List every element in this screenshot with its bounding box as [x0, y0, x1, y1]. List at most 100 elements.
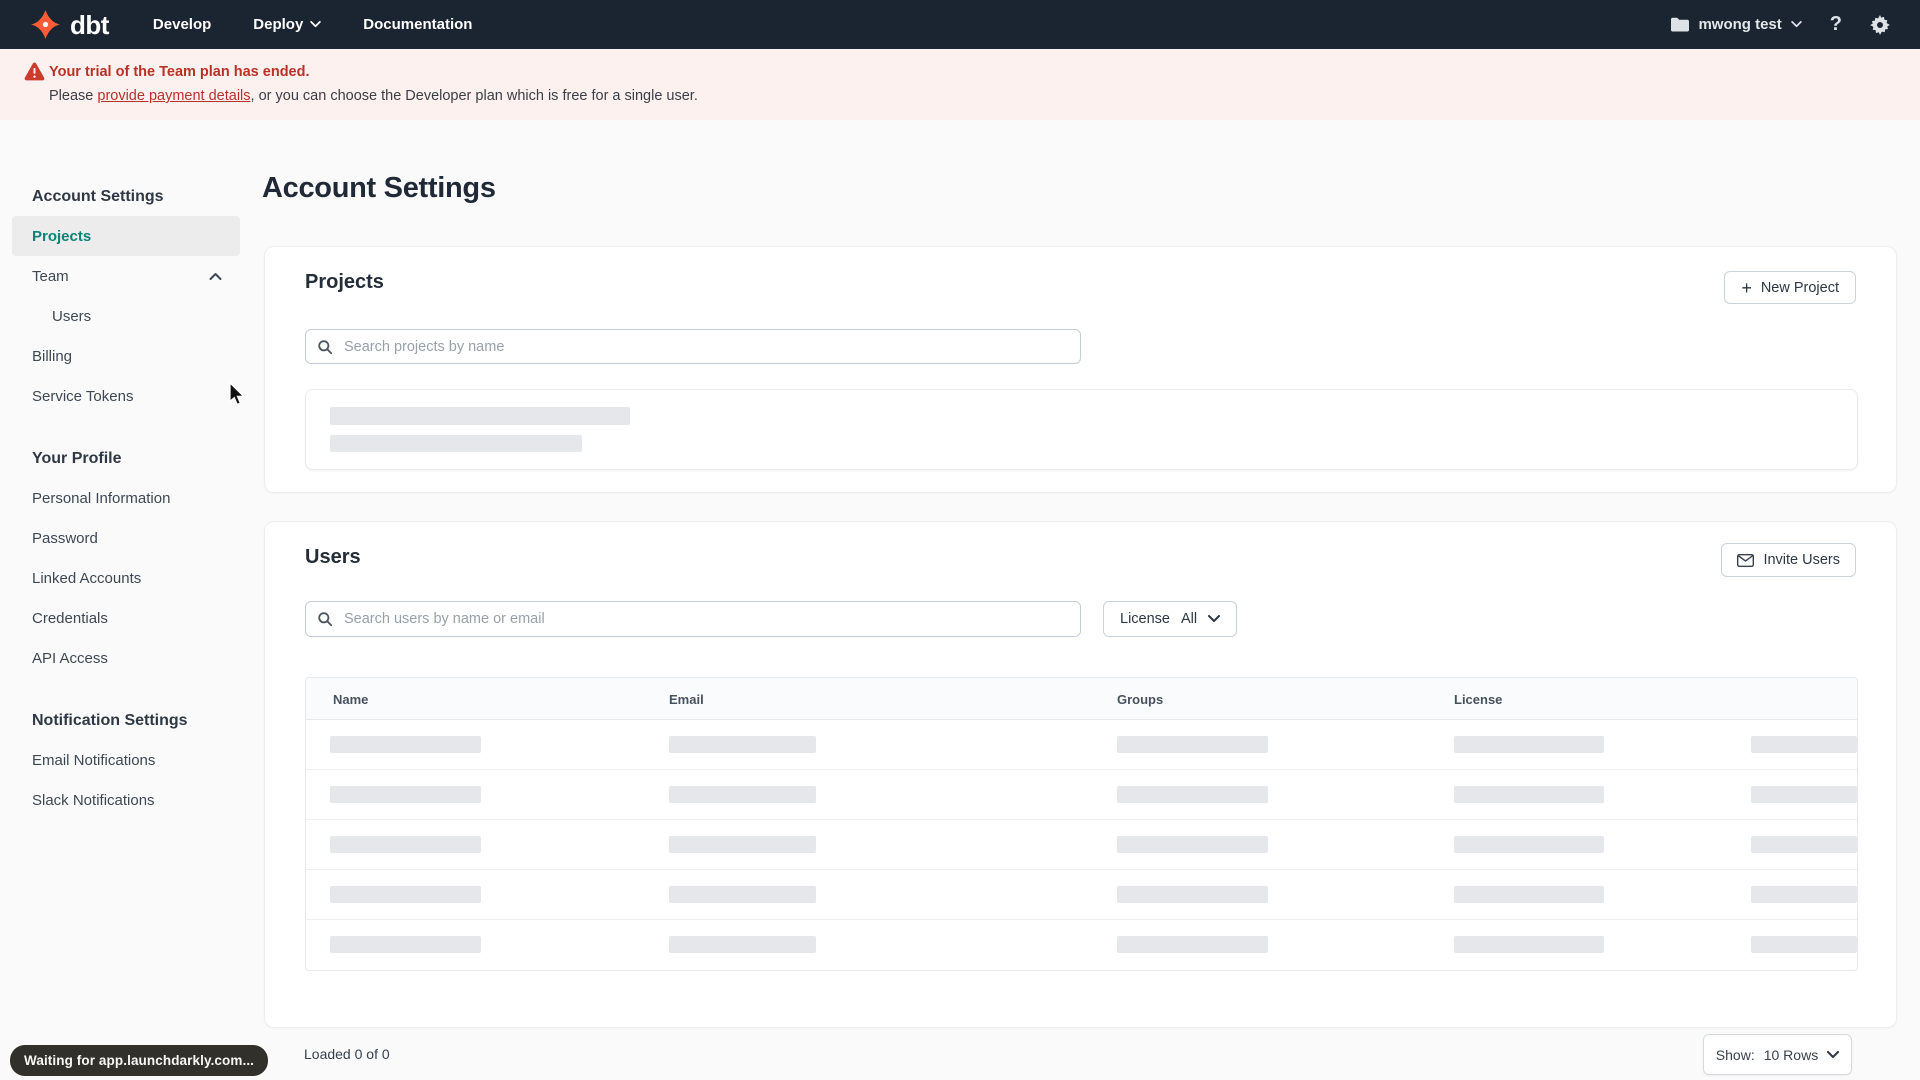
- skeleton-bar: [669, 786, 816, 803]
- column-header-name: Name: [333, 691, 369, 707]
- invite-users-button[interactable]: Invite Users: [1721, 543, 1856, 577]
- table-row-skeleton: [306, 920, 1857, 970]
- skeleton-bar: [1117, 886, 1268, 903]
- table-row-skeleton: [306, 720, 1857, 770]
- license-filter-dropdown[interactable]: License All: [1103, 601, 1238, 637]
- skeleton-bar: [330, 435, 582, 452]
- loaded-count: Loaded 0 of 0: [304, 1046, 390, 1062]
- folder-icon: [1671, 17, 1690, 32]
- skeleton-bar: [1454, 936, 1604, 953]
- projects-search-input[interactable]: [305, 329, 1081, 364]
- banner-body-prefix: Please: [49, 88, 98, 104]
- warning-triangle-icon: [24, 62, 45, 86]
- skeleton-bar: [330, 736, 481, 753]
- help-icon[interactable]: ?: [1829, 13, 1842, 35]
- sidebar-item-email-notifications[interactable]: Email Notifications: [12, 740, 240, 780]
- sidebar-item-billing[interactable]: Billing: [12, 336, 240, 376]
- sidebar-heading-notification-settings: Notification Settings: [32, 712, 188, 729]
- users-search: [305, 601, 1081, 637]
- skeleton-bar: [330, 836, 481, 853]
- account-switcher[interactable]: mwong test: [1671, 16, 1802, 33]
- sidebar-item-label: Credentials: [32, 609, 108, 627]
- search-icon: [317, 611, 333, 627]
- banner-title: Your trial of the Team plan has ended.: [49, 64, 310, 80]
- banner-body-suffix: , or you can choose the Developer plan w…: [250, 88, 698, 104]
- new-project-button[interactable]: + New Project: [1724, 271, 1856, 304]
- users-table: Name Email Groups License: [305, 677, 1858, 971]
- sidebar-item-label: Personal Information: [32, 489, 171, 507]
- sidebar-item-slack-notifications[interactable]: Slack Notifications: [12, 780, 240, 820]
- settings-sidebar: Account Settings Projects Team Users Bil…: [12, 178, 240, 820]
- page-title: Account Settings: [262, 172, 496, 204]
- trial-ended-banner: Your trial of the Team plan has ended. P…: [0, 49, 1920, 120]
- users-card: Users Invite Users License All Name Emai…: [264, 521, 1897, 1028]
- dbt-logo[interactable]: dbt: [30, 9, 109, 40]
- primary-nav: Develop Deploy Documentation: [153, 16, 473, 33]
- skeleton-bar: [669, 736, 816, 753]
- sidebar-item-users[interactable]: Users: [12, 296, 240, 336]
- new-project-label: New Project: [1760, 279, 1839, 296]
- sidebar-item-label: Password: [32, 529, 98, 547]
- sidebar-item-credentials[interactable]: Credentials: [12, 598, 240, 638]
- sidebar-item-label: Users: [52, 307, 92, 325]
- show-rows-value: 10 Rows: [1763, 1046, 1819, 1063]
- brand-name: dbt: [70, 9, 109, 40]
- sidebar-item-projects[interactable]: Projects: [12, 216, 240, 256]
- sidebar-item-label: Projects: [32, 227, 92, 245]
- sidebar-item-label: API Access: [32, 649, 108, 667]
- account-name: mwong test: [1698, 16, 1782, 33]
- nav-item-label: Deploy: [253, 16, 304, 33]
- skeleton-bar: [330, 786, 481, 803]
- users-heading: Users: [305, 546, 361, 568]
- skeleton-bar: [1117, 786, 1268, 803]
- sidebar-item-label: Service Tokens: [32, 387, 134, 405]
- license-filter-label: License: [1120, 611, 1170, 627]
- sidebar-item-team[interactable]: Team: [12, 256, 240, 296]
- nav-item-documentation[interactable]: Documentation: [363, 16, 472, 33]
- sidebar-item-label: Slack Notifications: [32, 791, 155, 809]
- nav-item-label: Develop: [152, 16, 212, 33]
- table-row-skeleton: [306, 770, 1857, 820]
- table-row-skeleton: [306, 870, 1857, 920]
- skeleton-bar: [1454, 786, 1604, 803]
- sidebar-heading-your-profile: Your Profile: [32, 450, 122, 467]
- sidebar-item-personal-information[interactable]: Personal Information: [12, 478, 240, 518]
- envelope-icon: [1737, 553, 1755, 567]
- nav-item-label: Documentation: [363, 16, 473, 33]
- sidebar-item-label: Team: [32, 267, 69, 285]
- top-nav: dbt Develop Deploy Documentation mwong t…: [0, 0, 1920, 49]
- provide-payment-details-link[interactable]: provide payment details: [97, 88, 251, 104]
- column-header-license: License: [1454, 691, 1503, 707]
- gear-icon[interactable]: [1870, 14, 1890, 35]
- skeleton-bar: [1454, 886, 1604, 903]
- skeleton-bar: [1751, 736, 1857, 753]
- projects-heading: Projects: [305, 271, 384, 293]
- users-search-input[interactable]: [305, 601, 1081, 637]
- skeleton-bar: [1117, 936, 1268, 953]
- banner-body: Please provide payment details, or you c…: [49, 87, 1920, 106]
- chevron-down-icon: [1827, 1050, 1840, 1058]
- show-rows-label: Show:: [1715, 1046, 1755, 1063]
- skeleton-bar: [1751, 786, 1857, 803]
- sidebar-item-label: Billing: [32, 347, 73, 365]
- skeleton-bar: [669, 886, 816, 903]
- show-rows-dropdown[interactable]: Show: 10 Rows: [1703, 1034, 1852, 1075]
- nav-item-develop[interactable]: Develop: [153, 16, 211, 33]
- sidebar-item-api-access[interactable]: API Access: [12, 638, 240, 678]
- sidebar-item-service-tokens[interactable]: Service Tokens: [12, 376, 240, 416]
- nav-item-deploy[interactable]: Deploy: [253, 16, 322, 33]
- sidebar-item-label: Linked Accounts: [32, 569, 142, 587]
- skeleton-bar: [1751, 836, 1857, 853]
- skeleton-bar: [330, 936, 481, 953]
- sidebar-heading-account-settings: Account Settings: [32, 188, 164, 205]
- skeleton-bar: [669, 936, 816, 953]
- chevron-down-icon: [310, 21, 322, 28]
- license-filter-value: All: [1180, 611, 1198, 627]
- skeleton-bar: [1117, 736, 1268, 753]
- skeleton-bar: [1454, 836, 1604, 853]
- column-header-email: Email: [669, 691, 704, 707]
- skeleton-bar: [1117, 836, 1268, 853]
- column-header-groups: Groups: [1117, 691, 1164, 707]
- sidebar-item-password[interactable]: Password: [12, 518, 240, 558]
- sidebar-item-linked-accounts[interactable]: Linked Accounts: [12, 558, 240, 598]
